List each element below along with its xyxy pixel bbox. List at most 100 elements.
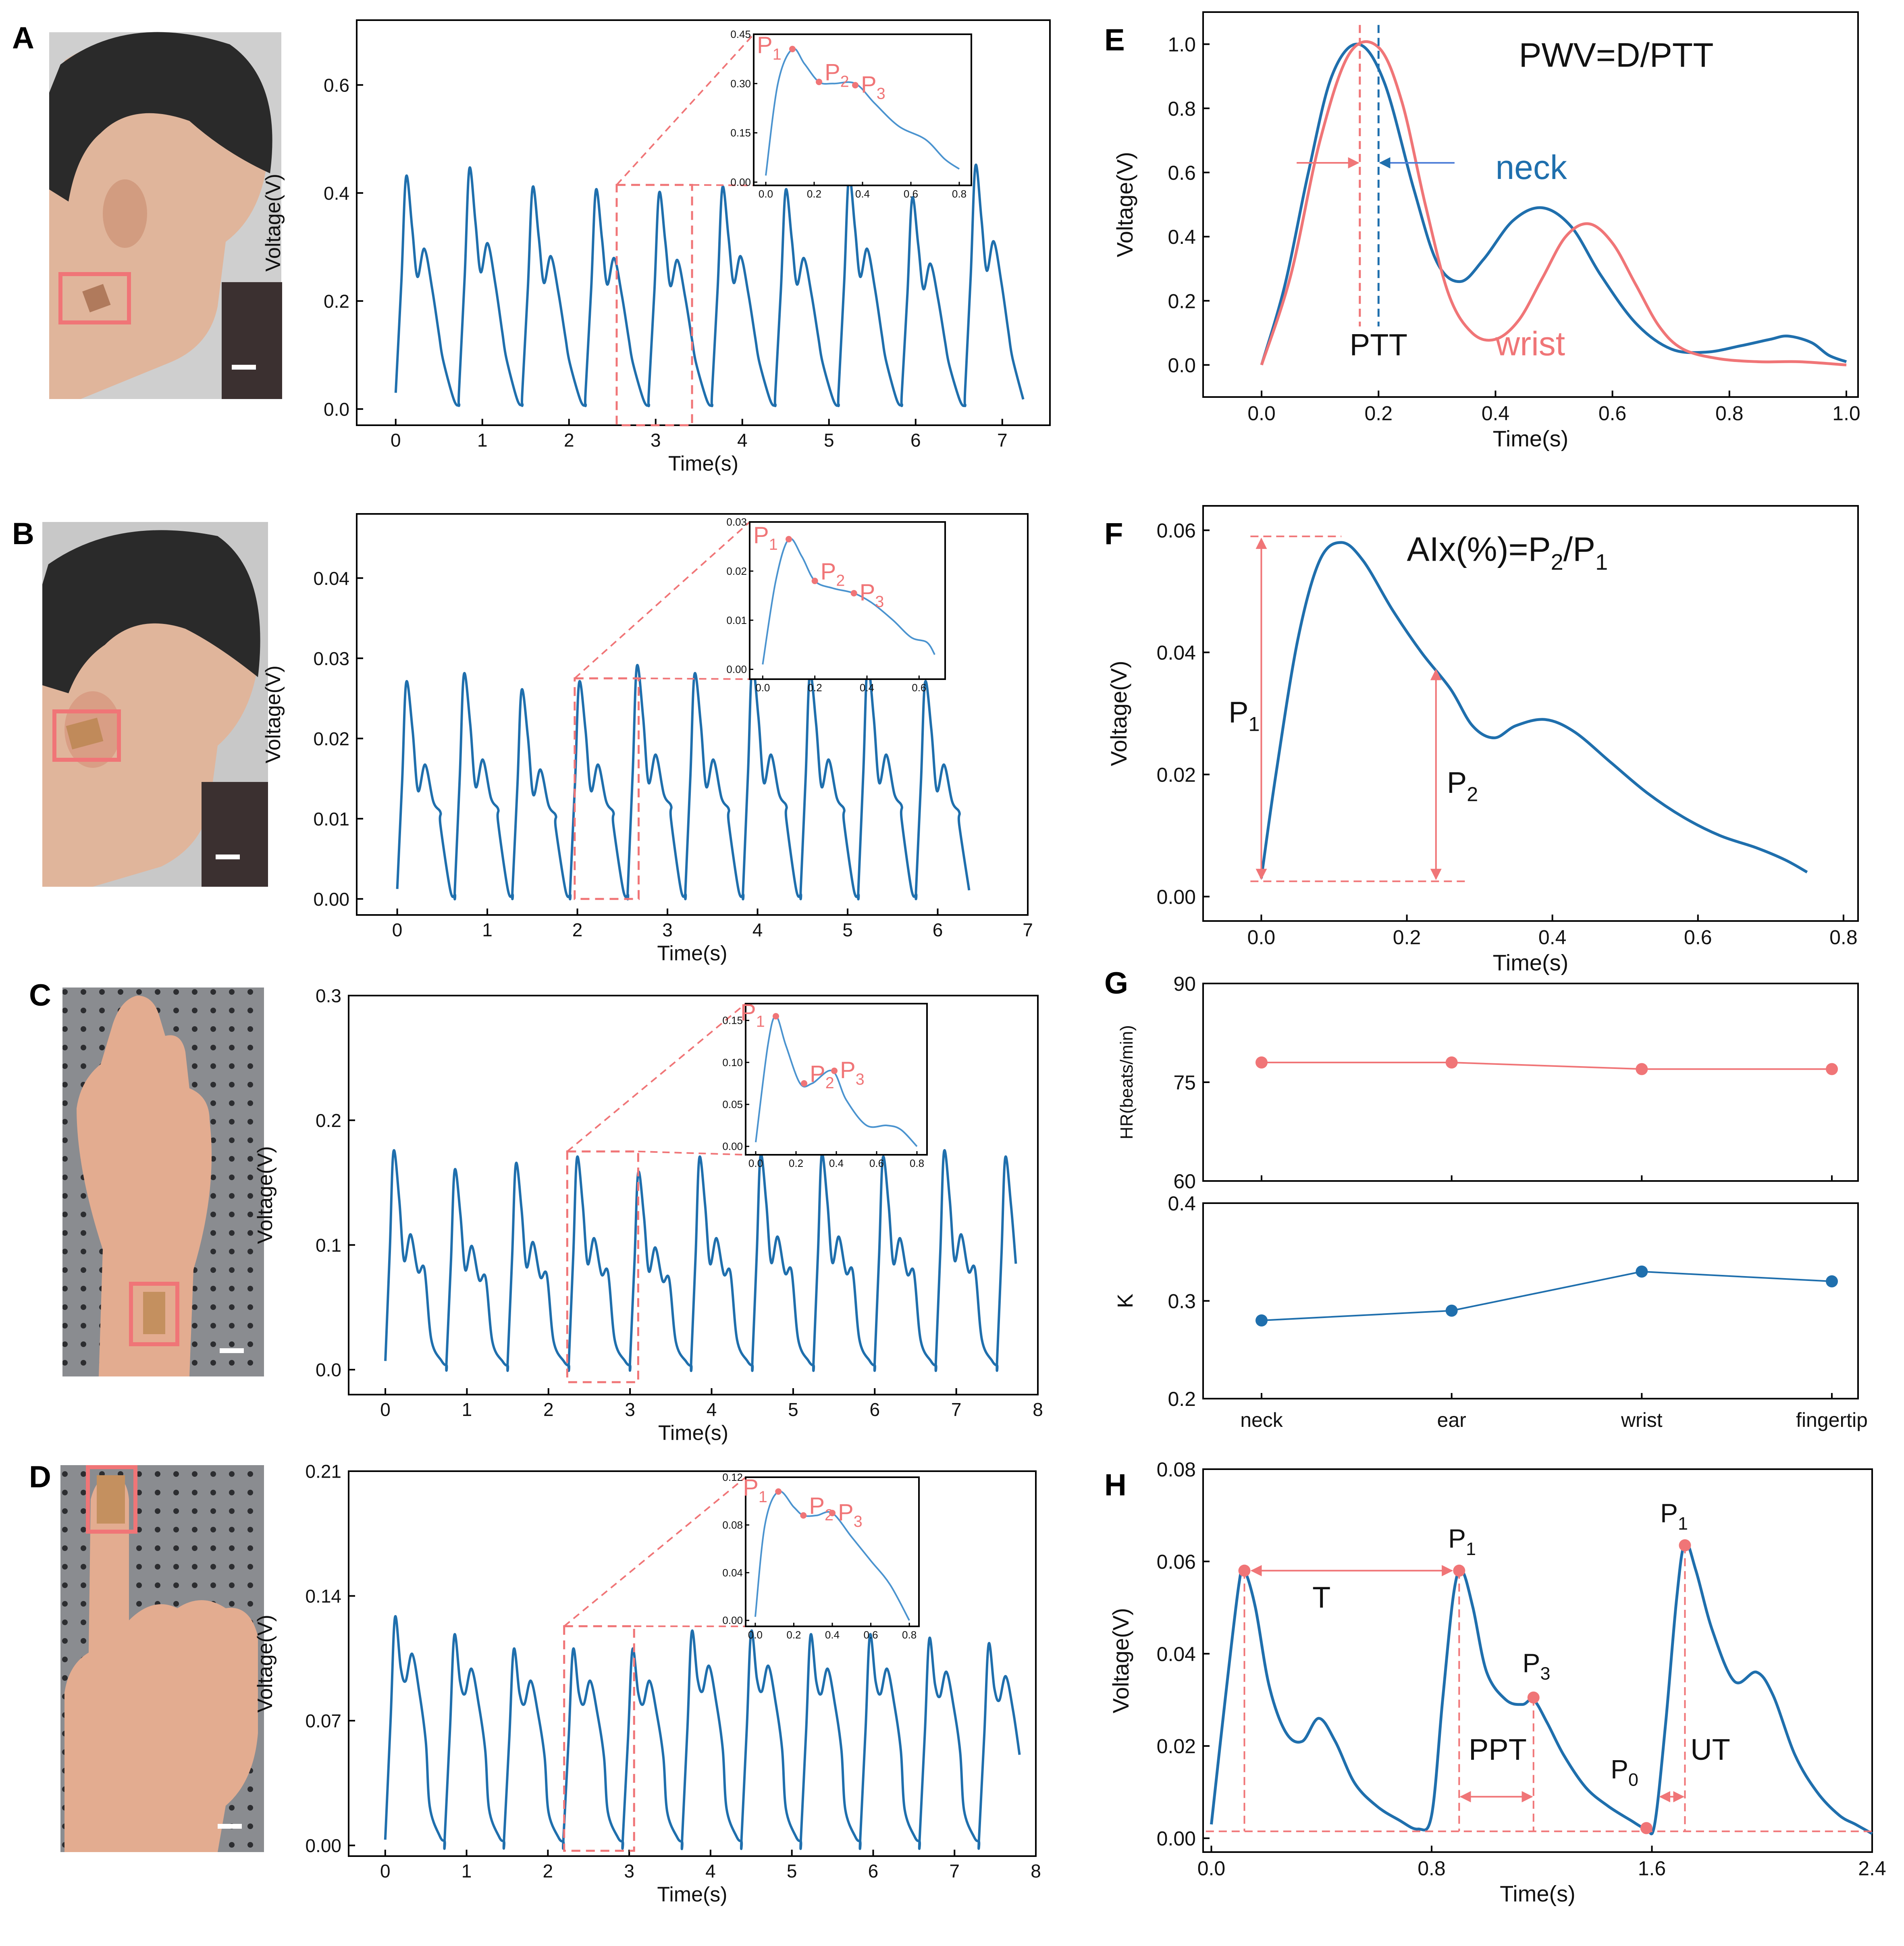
series-line-neck xyxy=(394,163,1025,407)
y-tick-label: 0.4 xyxy=(1168,226,1196,248)
inset-x-tick-label: 0.4 xyxy=(860,682,874,694)
x-tick-label: 4 xyxy=(737,430,748,451)
panel-letter-h: H xyxy=(1104,1468,1127,1502)
x-tick-label: 5 xyxy=(787,1861,797,1882)
y-axis-label: Voltage(V) xyxy=(1106,661,1131,766)
y-tick-label: 0.14 xyxy=(305,1586,341,1607)
y-tick-label: 0.8 xyxy=(1168,98,1196,120)
inset-curve xyxy=(762,537,935,665)
chart-fingertip-waveform: 0 1 2 3 4 5 6 7 8 0.00 0.07 0.14 0.21 Time(s) Voltage(… xyxy=(254,1461,1041,1906)
inset-y-tick-label: 0.00 xyxy=(730,176,751,188)
y-tick-label: 0.2 xyxy=(1168,290,1196,312)
x-tick-label: 0 xyxy=(392,919,403,940)
y-tick-label: 0.21 xyxy=(305,1461,341,1482)
y-tick-label: 0.00 xyxy=(313,889,349,910)
inset-y-tick-label: 0.00 xyxy=(722,1140,743,1152)
y-axis-label-K: K xyxy=(1113,1293,1137,1308)
inset-marker-p3 xyxy=(829,1509,836,1516)
y-tick-label: 0.06 xyxy=(1157,1551,1196,1573)
inset-y-tick-label: 0.00 xyxy=(722,1614,743,1626)
inset-marker-label-p1: P1 xyxy=(740,999,765,1030)
y-tick-label: 0.2 xyxy=(324,291,349,312)
zoom-connector xyxy=(567,1003,746,1152)
aix-equation: AIx(%)=P2/P1 xyxy=(1407,530,1608,574)
point-HR-ear xyxy=(1445,1056,1458,1069)
plot-frame xyxy=(1202,11,1859,398)
inset-frame xyxy=(745,1003,928,1156)
inset-y-tick-label: 0.10 xyxy=(722,1056,743,1069)
y-tick-label: 0.04 xyxy=(1157,1643,1196,1665)
inset-marker-p1 xyxy=(773,1013,779,1020)
x-tick-label: 0.0 xyxy=(1197,1857,1226,1880)
y-tick-label: 0.03 xyxy=(313,648,349,669)
feature-point xyxy=(1453,1564,1465,1577)
zoom-connector xyxy=(574,521,750,679)
inset-marker-p3 xyxy=(831,1067,838,1074)
inset-marker-label-p1: P1 xyxy=(753,522,778,553)
x-tick-label: 1 xyxy=(477,430,488,451)
y-tick-label: 0.00 xyxy=(1157,1827,1196,1850)
zoom-connector xyxy=(638,1150,746,1156)
inset-y-tick-label: 0.03 xyxy=(726,516,747,528)
y-tick-label: 0.3 xyxy=(316,985,341,1006)
ptt-label: PTT xyxy=(1349,328,1407,362)
panel-letter-b: B xyxy=(12,517,34,551)
x-tick-label: 7 xyxy=(951,1399,962,1420)
panel-letter-c: C xyxy=(29,978,51,1013)
chart-pulse-features: 0.0 0.8 1.6 2.4 0.00 0.02 0.04 0.06 0.08 Time(s) V… xyxy=(1108,1458,1886,1906)
y-axis-label: Voltage(V) xyxy=(254,1146,277,1244)
inset-x-tick-label: 0.8 xyxy=(910,1157,924,1169)
x-tick-label: 0 xyxy=(380,1861,391,1882)
ut-label: UT xyxy=(1690,1733,1730,1766)
p1a-label: P1 xyxy=(1448,1524,1476,1559)
plot-frame xyxy=(348,995,1039,1395)
inset-x-tick-label: 0.2 xyxy=(808,682,822,694)
y-axis-label: Voltage(V) xyxy=(262,665,285,763)
zoom-box xyxy=(615,184,693,426)
inset-x-tick-label: 0.2 xyxy=(786,1629,801,1641)
x-tick-label: 7 xyxy=(949,1861,960,1882)
y-tick-label: 0.01 xyxy=(313,809,349,830)
y-tick-label: 0.07 xyxy=(305,1711,341,1732)
plot-frame xyxy=(1202,505,1859,922)
feature-point xyxy=(1640,1822,1652,1834)
plot-frame-K xyxy=(1202,1202,1859,1399)
y-axis-label: Voltage(V) xyxy=(1108,1608,1133,1713)
plot-frame xyxy=(1202,1468,1873,1853)
inset-frame xyxy=(745,1476,920,1627)
inset-x-tick-label: 0.4 xyxy=(829,1157,844,1169)
point-HR-wrist xyxy=(1636,1063,1648,1075)
inset-y-tick-label: 0.02 xyxy=(726,565,747,577)
x-tick-label: 2 xyxy=(564,430,574,451)
zoom-box xyxy=(566,1150,639,1383)
inset-marker-label-p1: P1 xyxy=(757,32,782,63)
series-line-K xyxy=(1261,1270,1832,1321)
y-axis-label-HR: HR(beats/min) xyxy=(1117,1025,1137,1139)
series-line-neck xyxy=(1260,43,1847,366)
y-tick-label: 90 xyxy=(1173,973,1196,995)
zoom-connector xyxy=(638,677,750,680)
inset-x-tick-label: 0.6 xyxy=(863,1629,878,1641)
x-tick-label: 0.4 xyxy=(1482,402,1510,425)
inset-y-tick-label: 0.00 xyxy=(726,663,747,676)
point-HR-neck xyxy=(1255,1056,1268,1069)
x-tick-label: 6 xyxy=(869,1399,880,1420)
category-label-neck: neck xyxy=(1240,1409,1283,1431)
inset-x-tick-label: 0.4 xyxy=(825,1629,840,1641)
inset-marker-label-p2: P2 xyxy=(809,1493,834,1524)
series-line-wrist xyxy=(1260,40,1847,366)
y-axis-label: Voltage(V) xyxy=(262,174,285,272)
point-K-wrist xyxy=(1636,1265,1648,1278)
chart-wrist-waveform: 0 1 2 3 4 5 6 7 8 0.0 0.1 0.2 0.3 Time(s) Voltage(V) 0.… xyxy=(254,985,1043,1445)
feature-point xyxy=(1238,1564,1251,1577)
x-tick-label: 4 xyxy=(705,1861,716,1882)
inset-marker-p3 xyxy=(852,82,858,89)
ppt-label: PPT xyxy=(1469,1733,1527,1766)
zoom-connector xyxy=(616,33,755,186)
x-tick-label: 5 xyxy=(842,919,853,940)
plot-frame xyxy=(348,1470,1037,1857)
inset-curve xyxy=(765,48,960,176)
inset-curve xyxy=(755,1015,918,1147)
x-tick-label: 0.4 xyxy=(1538,926,1567,949)
zoom-box xyxy=(574,677,640,900)
